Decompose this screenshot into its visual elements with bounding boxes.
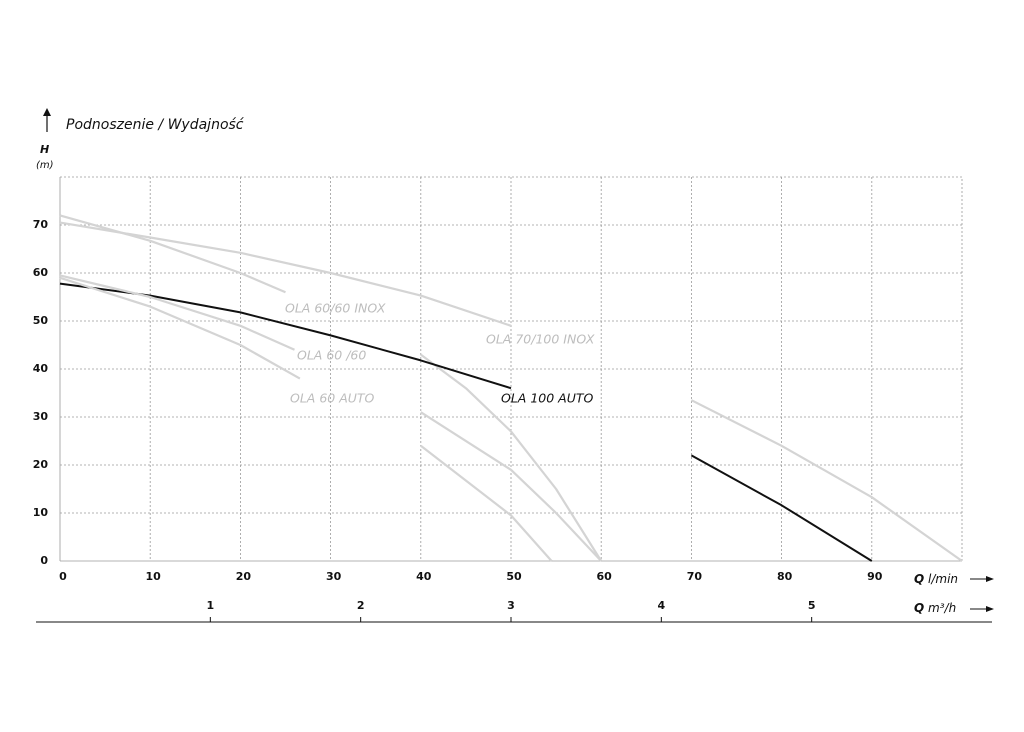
- curve: [59, 214, 603, 562]
- x2-tick-label: 1: [207, 599, 215, 612]
- curve: [59, 274, 603, 562]
- y-axis-symbol: H: [40, 143, 49, 156]
- curve-label: OLA 60 /60: [297, 348, 366, 363]
- y-tick-label: 10: [33, 506, 49, 519]
- x-tick-label: 80: [777, 570, 793, 583]
- x-tick-label: 20: [236, 570, 252, 583]
- x2-tick-label: 4: [658, 599, 666, 612]
- y-tick-label: 50: [33, 314, 49, 327]
- y-tick-label: 0: [40, 554, 48, 567]
- x2-axis-unit: m³/h: [928, 601, 956, 615]
- x-tick-label: 10: [146, 570, 162, 583]
- curve: [59, 221, 963, 562]
- y-tick-label: 30: [33, 410, 49, 423]
- x-axis-title: Q l/min: [914, 572, 958, 586]
- y-axis-unit: (m): [36, 160, 54, 171]
- curve-label: OLA 100 AUTO: [501, 391, 593, 406]
- x-arrow-head: [986, 576, 994, 582]
- curve-label: OLA 70/100 INOX: [486, 332, 595, 347]
- curve-label: OLA 60 AUTO: [290, 391, 375, 406]
- curve: [59, 276, 553, 562]
- x-tick-label: 50: [506, 570, 522, 583]
- x2-axis-symbol: Q: [914, 601, 924, 615]
- x2-tick-label: 5: [808, 599, 816, 612]
- x-tick-label: 90: [867, 570, 883, 583]
- x-axis-symbol: Q: [914, 572, 924, 586]
- y-tick-label: 40: [33, 362, 49, 375]
- y-tick-label: 70: [33, 218, 49, 231]
- x-tick-label: 70: [687, 570, 703, 583]
- x2-arrow-head: [986, 606, 994, 612]
- x-tick-label: 60: [597, 570, 613, 583]
- curve: [59, 282, 873, 562]
- y-tick-label: 60: [33, 266, 49, 279]
- x2-tick-label: 3: [507, 599, 515, 612]
- x-tick-label: 0: [59, 570, 67, 583]
- chart-title: Podnoszenie / Wydajność: [66, 117, 245, 133]
- x-tick-label: 40: [416, 570, 432, 583]
- x-tick-label: 30: [326, 570, 342, 583]
- x2-axis-title: Q m³/h: [914, 601, 956, 615]
- curve-label: OLA 60/60 INOX: [285, 301, 386, 316]
- x2-tick-label: 2: [357, 599, 365, 612]
- x-axis-unit: l/min: [928, 572, 958, 586]
- y-tick-label: 20: [33, 458, 49, 471]
- y-arrow-head: [43, 108, 51, 116]
